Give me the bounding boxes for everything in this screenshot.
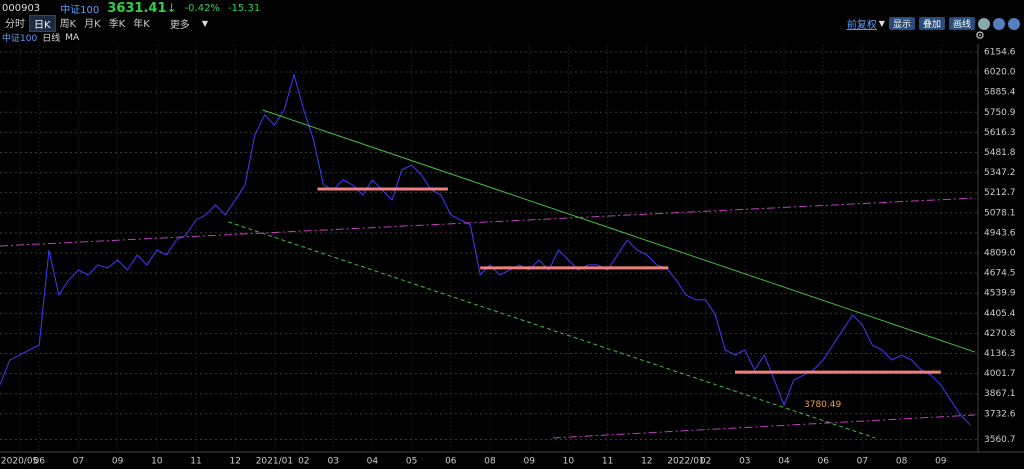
x-tick-label: 04 <box>778 457 790 467</box>
button[interactable]: 显示 <box>888 17 915 30</box>
x-tick-label: 07 <box>73 457 84 467</box>
price: 3631.41 <box>107 0 167 16</box>
y-tick-label: 3560.7 <box>984 435 1016 445</box>
trend-line <box>0 197 976 247</box>
x-tick-label: 11 <box>190 457 201 467</box>
y-tick-label: 4001.7 <box>984 369 1016 379</box>
x-tick-label: 2021/01 <box>256 457 293 467</box>
trend-line <box>228 221 876 439</box>
y-tick-label: 6020.0 <box>984 68 1016 78</box>
y-tick-label: 5481.8 <box>984 148 1016 158</box>
x-tick-label: 10 <box>563 457 575 467</box>
tab[interactable]: 周K <box>59 19 77 30</box>
tab[interactable]: 年K <box>133 19 150 30</box>
name: 中证100 <box>60 4 100 16</box>
button[interactable]: 画线 <box>948 17 975 30</box>
code: 000903 <box>2 2 41 14</box>
y-tick-label: 5078.1 <box>984 208 1016 218</box>
more[interactable]: 更多 <box>169 20 190 31</box>
toolbar: 分时 日K 周K 月K 季K 年K 更多 ▼ 前复权 ▼ 显示 叠加 画线 <box>0 15 1024 32</box>
dropdown-icon[interactable]: ▼ <box>201 19 208 28</box>
x-tick-label: 06 <box>445 457 457 467</box>
dropdown-icon[interactable]: ▼ <box>878 19 885 28</box>
y-tick-label: 3732.6 <box>984 409 1016 419</box>
adjust[interactable]: 前复权 <box>846 20 877 31</box>
x-tick-label: 06 <box>817 457 829 467</box>
y-tick-label: 4405.4 <box>984 309 1016 319</box>
zoom-in[interactable] <box>1008 17 1020 30</box>
trend-line <box>552 414 976 439</box>
buttons: 显示 叠加 画线 <box>885 17 975 30</box>
annotation: 3780.49 <box>804 400 841 410</box>
x-tick-label: 03 <box>739 457 750 467</box>
x-tick-label: 04 <box>367 457 379 467</box>
price-line <box>0 73 971 426</box>
tabs: 分时 日K 周K 月K 季K 年K <box>1 15 154 32</box>
change: -15.31 <box>227 2 261 14</box>
button[interactable]: 叠加 <box>918 17 945 30</box>
tab[interactable]: 月K <box>84 19 101 30</box>
y-tick-label: 5616.3 <box>984 128 1016 138</box>
y-tick-label: 4270.8 <box>984 329 1016 339</box>
x-tick-label: 09 <box>523 457 535 467</box>
arrow: ↓ <box>166 1 177 15</box>
y-tick-label: 6154.6 <box>984 47 1016 57</box>
y-tick-label: 5212.7 <box>984 188 1016 198</box>
x-tick-label: 09 <box>935 457 947 467</box>
x-tick-label: 2020/05 <box>1 457 38 467</box>
x-tick-label: 11 <box>602 457 613 467</box>
x-tick-label: 09 <box>112 457 124 467</box>
y-tick-label: 4943.6 <box>984 228 1016 238</box>
y-tick-label: 4674.5 <box>984 269 1016 279</box>
x-tick-label: 05 <box>406 457 417 467</box>
x-tick-label: 02 <box>298 457 309 467</box>
y-tick-label: 4136.3 <box>984 349 1016 359</box>
x-tick-label: 03 <box>327 457 338 467</box>
y-tick-label: 4539.9 <box>984 289 1016 299</box>
y-tick-label: 5885.4 <box>984 88 1016 98</box>
x-tick-label: 10 <box>151 457 163 467</box>
x-tick-label: 02 <box>700 457 711 467</box>
trend-line <box>262 109 976 353</box>
chart-legend: 中证100 日线 MA <box>0 31 80 45</box>
x-tick-label: 07 <box>857 457 868 467</box>
x-tick-label: 12 <box>641 457 652 467</box>
y-tick-label: 3867.1 <box>984 389 1016 399</box>
quote-bar: 000903 中证100 3631.41 ↓ -0.42% -15.31 <box>0 0 260 16</box>
refresh[interactable] <box>978 17 990 30</box>
x-tick-label: 06 <box>33 457 45 467</box>
y-tick-label: 5347.2 <box>984 168 1016 178</box>
x-tick-label: 08 <box>896 457 908 467</box>
indicator: MA <box>65 32 80 43</box>
x-tick-label: 2022/01 <box>667 457 704 467</box>
zoom-out[interactable] <box>993 17 1005 30</box>
y-tick-label: 5750.9 <box>984 108 1016 118</box>
change-pct: -0.42% <box>184 2 220 14</box>
tab[interactable]: 分时 <box>5 19 25 30</box>
y-tick-label: 4809.0 <box>984 248 1016 258</box>
period: 日线 <box>42 34 61 44</box>
tab[interactable]: 日K <box>29 15 56 32</box>
tab[interactable]: 季K <box>108 19 126 30</box>
x-tick-label: 12 <box>229 457 240 467</box>
x-tick-label: 08 <box>484 457 496 467</box>
series-name: 中证100 <box>2 34 38 44</box>
